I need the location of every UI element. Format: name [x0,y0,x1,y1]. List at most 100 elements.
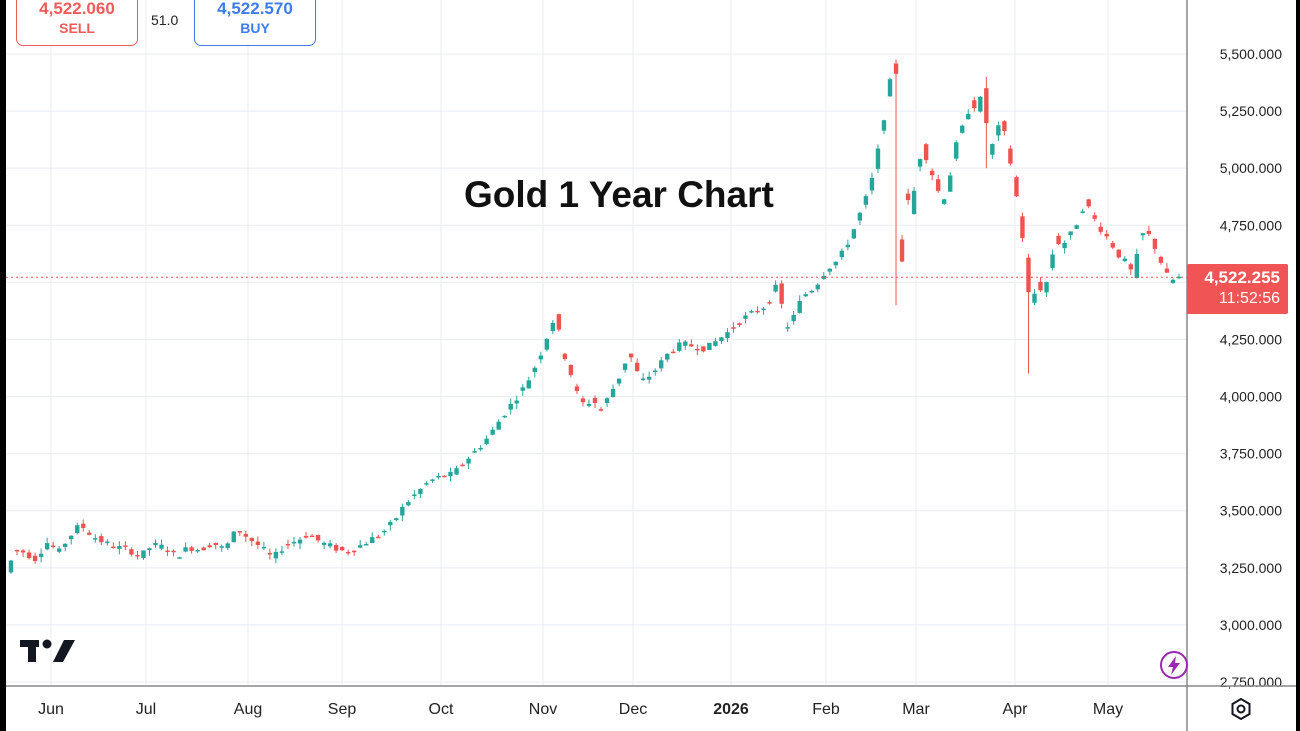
candle-body [99,536,104,543]
candle-body [388,521,393,526]
candle-body [279,551,285,553]
candle-body [568,364,574,375]
y-tick-label: 3,500.000 [1220,503,1282,519]
candle-body [400,506,405,516]
candle-body [412,494,417,496]
candle-body [62,543,68,547]
candle-body [562,353,568,360]
candle-body [466,458,471,464]
candle-body [243,533,249,537]
candle-body [779,283,784,304]
settings-icon[interactable] [1229,697,1253,721]
candle-body [339,546,345,551]
candle-body [1170,279,1176,283]
candle-body [1158,256,1164,263]
candle-body [815,284,820,290]
tradingview-logo [20,639,75,662]
buy-button[interactable]: 4,522.570 BUY [194,0,316,46]
candle-body [26,552,32,559]
candle-body [195,549,200,552]
candle-body [773,284,778,292]
candle-body [8,560,14,573]
candle-body [954,142,959,159]
candle-body [189,547,194,551]
candle-body [701,346,706,352]
candle-body [1074,225,1079,229]
candle-body [261,546,267,549]
candle-body [863,196,869,205]
candle-body [1176,276,1182,279]
last-price-tag: 4,522.255 11:52:56 [1187,264,1288,314]
candle-body [616,378,622,384]
y-tick-label: 5,250.000 [1220,103,1282,119]
candle-body [382,530,387,533]
candle-body [1110,243,1115,248]
candle-body [490,429,495,435]
candle-body [797,300,802,313]
candle-body [556,314,562,330]
candle-body [1062,243,1067,249]
candles [8,59,1182,574]
candle-body [671,351,676,354]
x-tick-label: Feb [812,701,840,718]
candle-body [653,370,658,372]
candle-body [75,525,80,534]
candle-body [315,534,321,541]
candle-body [821,275,826,279]
candle-body [442,475,447,478]
candle-body [532,367,537,373]
candle-body [911,190,917,215]
candle-body [327,543,333,547]
candle-body [544,338,550,350]
candle-body [845,244,851,248]
candle-body [923,144,929,161]
candle-body [213,542,218,545]
candle-body [628,353,634,358]
candle-body [1104,233,1109,237]
candle-body [972,100,977,109]
candle-body [207,545,212,548]
candle-body [255,541,261,545]
candle-body [875,148,881,169]
candle-body [436,475,441,478]
x-tick-label: Jul [136,701,156,718]
candle-body [550,322,556,332]
x-tick-label: Sep [328,701,357,718]
candle-body [905,193,911,201]
candle-body [153,543,158,546]
y-tick-label: 3,000.000 [1220,617,1282,633]
x-tick-label: Oct [429,701,454,718]
candle-body [285,543,291,546]
candle-body [56,548,62,552]
bar-countdown: 11:52:56 [1218,290,1280,307]
candle-body [785,327,790,329]
candle-body [887,79,893,97]
candle-body [430,479,435,481]
candle-body [478,447,483,450]
candle-body [990,144,995,155]
candle-body [502,415,507,418]
candle-body [1086,199,1091,207]
candle-body [496,421,501,430]
candle-body [1044,282,1049,293]
candlestick-chart[interactable]: 2,750.000 3,000.000 3,250.000 3,500.000 3,75… [6,0,1296,731]
candle-body [634,362,640,372]
sell-button[interactable]: 4,522.060 SELL [16,0,138,46]
x-tick-label: Dec [619,701,647,718]
candle-body [309,535,315,538]
candle-body [610,388,616,397]
candle-body [1056,235,1061,245]
candle-body [291,541,297,544]
lightning-icon[interactable] [1159,650,1189,680]
candle-body [201,547,206,551]
candle-body [809,290,814,293]
candle-body [32,555,38,562]
candle-body [454,468,459,475]
x-tick-label: 2026 [713,701,749,718]
y-tick-label: 5,000.000 [1220,160,1282,176]
candle-body [44,543,50,550]
candle-body [1164,268,1170,273]
candle-body [376,536,381,539]
candle-body [472,451,477,453]
candle-body [249,537,255,541]
